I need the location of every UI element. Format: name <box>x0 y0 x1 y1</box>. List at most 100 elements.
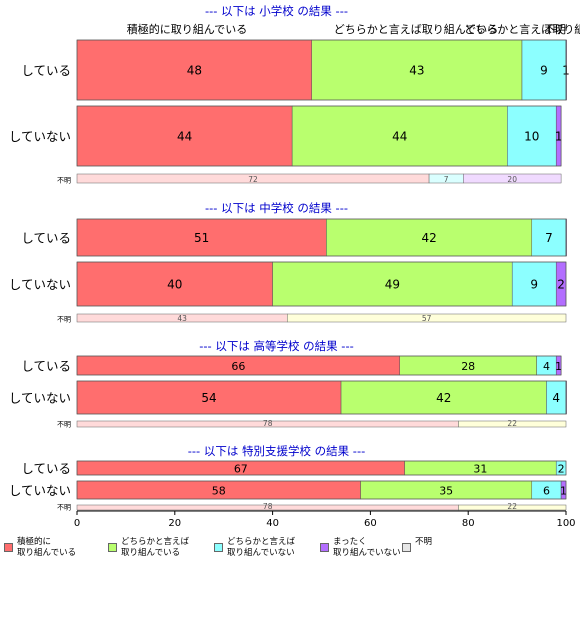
x-tick-label: 0 <box>74 518 80 529</box>
bar-value-label: 2 <box>557 278 565 292</box>
legend-swatch <box>214 543 223 552</box>
bar-segment <box>291 105 508 167</box>
legend-item: 不明 <box>402 537 432 552</box>
legend-swatch <box>4 543 13 552</box>
bar-value-label: 6 <box>543 485 550 498</box>
row-label: していない <box>9 483 71 498</box>
unknown-value-label: 72 <box>248 175 258 184</box>
bar-value-label: 58 <box>212 485 226 498</box>
unknown-row-label: 不明 <box>57 504 71 512</box>
unknown-row-label: 不明 <box>57 177 71 185</box>
bar-value-label: 42 <box>436 391 451 405</box>
unknown-segment <box>287 313 567 323</box>
unknown-value-label: 22 <box>507 419 517 428</box>
x-tick-label: 80 <box>462 518 475 529</box>
bar-segment <box>76 105 293 167</box>
bar-value-label: 9 <box>540 64 548 78</box>
legend-item: 積極的に 取り組んでいる <box>4 537 76 559</box>
legend-label: どちらかと言えば 取り組んでいない <box>227 537 296 558</box>
panel-title: --- 以下は 小学校 の結果 --- <box>205 4 348 18</box>
panel-title: --- 以下は 中学校 の結果 --- <box>205 201 348 215</box>
panel-title: --- 以下は 特別支援学校 の結果 --- <box>188 444 366 458</box>
bar-value-label: 49 <box>385 278 400 292</box>
bar-segment <box>531 218 567 257</box>
bar-value-label: 4 <box>552 391 560 405</box>
bar-segment <box>340 380 547 415</box>
unknown-row-label: 不明 <box>57 316 71 324</box>
legend-label: 積極的に 取り組んでいる <box>17 537 77 558</box>
bar-value-label: 44 <box>392 130 407 144</box>
legend-swatch <box>320 543 329 552</box>
legend-label: まったく 取り組んでいない <box>333 537 401 558</box>
unknown-value-label: 20 <box>507 175 517 184</box>
unknown-value-label: 22 <box>507 502 517 511</box>
bar-segment <box>76 218 327 257</box>
bar-value-label: 1 <box>555 360 562 373</box>
bar-outline <box>76 261 567 307</box>
bar-value-label: 35 <box>439 485 453 498</box>
row-label: している <box>21 231 71 246</box>
unknown-segment <box>458 420 567 428</box>
bar-segment <box>511 261 557 307</box>
row-label: している <box>21 461 71 476</box>
row-label: していない <box>9 391 71 406</box>
row-label: している <box>21 63 71 78</box>
bar-outline <box>76 218 567 257</box>
bar-outline <box>76 460 567 476</box>
bar-outline <box>76 105 562 167</box>
panel-title: --- 以下は 高等学校 の結果 --- <box>199 339 354 353</box>
bar-value-label: 48 <box>187 64 202 78</box>
unknown-row-label: 不明 <box>57 421 71 429</box>
unknown-segment <box>458 504 567 511</box>
top-category-label: 積極的に取り組んでいる <box>127 22 247 36</box>
bar-value-label: 7 <box>545 231 553 245</box>
unknown-value-label: 43 <box>177 314 187 323</box>
bar-segment <box>507 105 557 167</box>
unknown-value-label: 7 <box>444 175 449 184</box>
bar-value-label: 9 <box>530 278 538 292</box>
x-tick-label: 20 <box>168 518 181 529</box>
bar-value-label: 42 <box>421 231 436 245</box>
bar-segment <box>311 39 523 101</box>
bar-value-label: 40 <box>167 278 182 292</box>
unknown-segment <box>463 173 562 184</box>
unknown-value-label: 57 <box>422 314 432 323</box>
chart-legend: 積極的に 取り組んでいる どちらかと言えば 取り組んでいる どちらかと言えば 取り組… <box>4 537 574 567</box>
legend-label: どちらかと言えば 取り組んでいる <box>121 537 190 558</box>
bar-value-label: 10 <box>524 130 539 144</box>
legend-swatch <box>108 543 117 552</box>
top-category-label: 不明 <box>544 23 566 36</box>
top-category-label: どちらかと言えば取り組んでいる <box>334 23 498 36</box>
bar-outline <box>76 480 567 500</box>
row-label: していない <box>9 129 71 144</box>
bar-value-label: 4 <box>543 360 550 373</box>
legend-item: どちらかと言えば 取り組んでいる <box>108 537 189 559</box>
bar-value-label: 1 <box>560 485 567 498</box>
bar-outline <box>76 39 567 101</box>
bar-value-label: 67 <box>234 463 248 476</box>
bar-outline <box>76 355 562 376</box>
bar-value-label: 2 <box>558 463 565 476</box>
bar-value-label: 28 <box>461 360 475 373</box>
bar-value-label: 44 <box>177 130 192 144</box>
bar-segment <box>272 261 513 307</box>
bar-value-label: 31 <box>473 463 487 476</box>
unknown-value-label: 78 <box>263 419 273 428</box>
bar-outline <box>76 380 567 415</box>
x-tick-label: 40 <box>266 518 279 529</box>
bar-value-label: 66 <box>231 360 245 373</box>
legend-swatch <box>402 543 411 552</box>
legend-label: 不明 <box>415 537 433 547</box>
unknown-value-label: 78 <box>263 502 273 511</box>
row-label: していない <box>9 277 71 292</box>
legend-item: まったく 取り組んでいない <box>320 537 401 559</box>
bar-value-label: 1 <box>555 130 563 144</box>
bar-segment <box>326 218 533 257</box>
row-label: している <box>21 359 71 374</box>
bar-value-label: 43 <box>409 64 424 78</box>
x-tick-label: 100 <box>556 518 575 529</box>
bar-value-label: 54 <box>201 391 216 405</box>
bar-value-label: 51 <box>194 231 209 245</box>
